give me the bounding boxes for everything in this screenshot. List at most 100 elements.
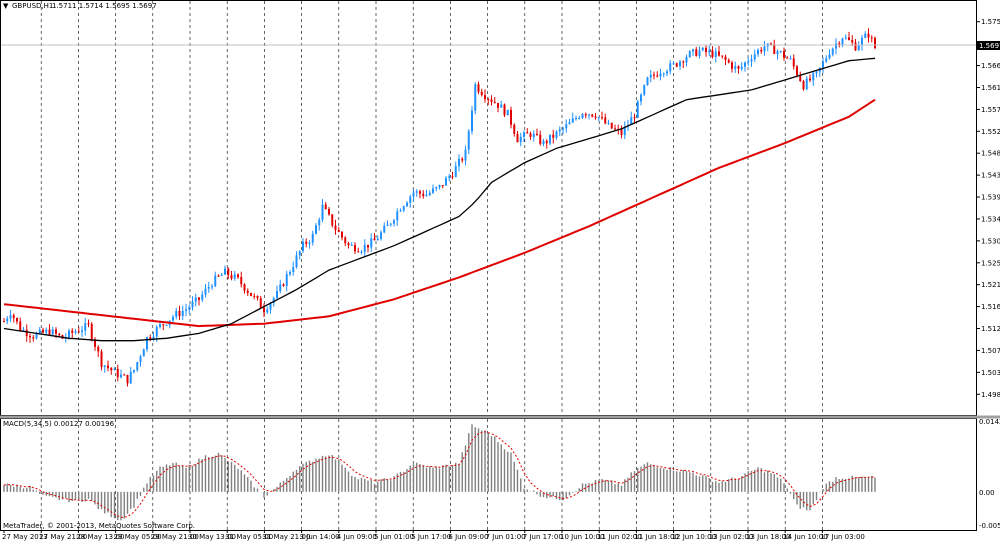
price-tick-label: 1.5300 (981, 237, 1000, 245)
candle-body (685, 57, 688, 63)
candle-body (276, 291, 278, 299)
candle-body (308, 242, 311, 244)
candle-body (230, 275, 233, 279)
candle-body (448, 176, 451, 179)
candle-body (591, 114, 594, 117)
candle-body (425, 194, 428, 197)
price-tick-label: 1.5435 (981, 172, 1000, 180)
candle-body (870, 37, 873, 39)
candle-body (510, 109, 512, 125)
time-tick-label: 7 Jun 17:00 (523, 533, 563, 541)
candle-body (175, 310, 178, 317)
candle-body (672, 63, 675, 65)
candle-body (750, 59, 753, 62)
candle-body (220, 274, 223, 276)
candle-body (721, 55, 724, 57)
candle-body (224, 268, 226, 275)
candle-body (874, 37, 876, 48)
candle-body (610, 122, 613, 129)
candle-body (740, 66, 743, 69)
price-tick-label: 1.5075 (981, 347, 1000, 355)
candle-body (412, 192, 415, 197)
candle-body (38, 329, 41, 334)
candle-body (263, 307, 265, 313)
candle-body (497, 102, 499, 108)
candle-body (383, 225, 386, 233)
candle-body (747, 61, 750, 63)
candle-body (142, 349, 145, 357)
candle-body (321, 204, 324, 220)
candle-body (103, 365, 106, 367)
candle-body (292, 266, 295, 273)
candle-body (32, 337, 35, 339)
candle-body (542, 140, 545, 144)
candle-body (87, 323, 90, 325)
time-tick-label: 30 May 13:00 (188, 533, 236, 541)
candle-body (90, 323, 93, 340)
candle-body (848, 37, 850, 40)
window-menu-icon[interactable]: ▼ (3, 2, 9, 10)
candle-body (727, 59, 730, 63)
candle-body (737, 66, 740, 69)
macd-signal-line (3, 431, 876, 519)
candle-body (393, 220, 395, 224)
candles (3, 28, 876, 387)
candle-body (149, 337, 152, 339)
macd-axis-top: 0.01427 (979, 418, 1000, 426)
time-tick-label: 31 May 05:00 (225, 533, 273, 541)
candle-body (659, 73, 662, 77)
candle-body (233, 274, 236, 279)
candle-body (19, 321, 22, 331)
symbol-label: GBPUSD,H1 (12, 2, 53, 10)
candle-body (825, 58, 828, 62)
price-tick-label: 1.5615 (981, 84, 1000, 92)
candle-body (581, 114, 584, 118)
candle-body (217, 275, 220, 277)
candle-body (838, 43, 841, 45)
candle-body (526, 132, 529, 134)
candle-body (295, 255, 298, 267)
candle-body (471, 110, 473, 132)
candle-body (597, 117, 600, 119)
time-tick-label: 29 May 05:00 (114, 533, 162, 541)
candle-body (640, 94, 642, 102)
candle-body (698, 50, 701, 56)
candle-body (857, 45, 860, 51)
macd-histogram (3, 424, 876, 521)
price-tick-label: 1.5480 (981, 150, 1000, 158)
price-tick-label: 1.5120 (981, 325, 1000, 333)
price-tick-label: 1.5570 (981, 106, 1000, 114)
candle-body (289, 272, 291, 275)
candle-body (705, 47, 707, 53)
candle-body (480, 91, 483, 96)
candle-body (601, 117, 603, 119)
candle-body (344, 237, 347, 244)
price-tick-label: 1.5390 (981, 194, 1000, 202)
candle-body (438, 185, 441, 188)
candle-body (757, 49, 759, 55)
candle-body (565, 124, 568, 129)
candle-body (243, 284, 246, 291)
candle-body (376, 238, 379, 241)
candle-body (100, 351, 103, 367)
candle-body (763, 46, 766, 52)
price-tick-label: 1.5255 (981, 259, 1000, 267)
candle-body (9, 315, 12, 319)
candle-body (162, 324, 165, 326)
candle-body (266, 309, 269, 313)
candle-body (692, 49, 694, 52)
candle-body (272, 298, 275, 304)
candle-body (532, 133, 535, 137)
candle-body (71, 330, 74, 333)
candle-body (81, 330, 83, 333)
candle-body (55, 329, 57, 334)
time-tick-label: 4 Jun 09:00 (337, 533, 377, 541)
candle-body (419, 191, 421, 194)
candle-body (558, 129, 561, 132)
time-tick-label: 13 Jun 02:00 (709, 533, 753, 541)
candle-body (445, 178, 447, 186)
time-tick-label: 10 Jun 10:00 (560, 533, 604, 541)
main-grid (40, 1, 823, 530)
candle-body (181, 310, 184, 317)
